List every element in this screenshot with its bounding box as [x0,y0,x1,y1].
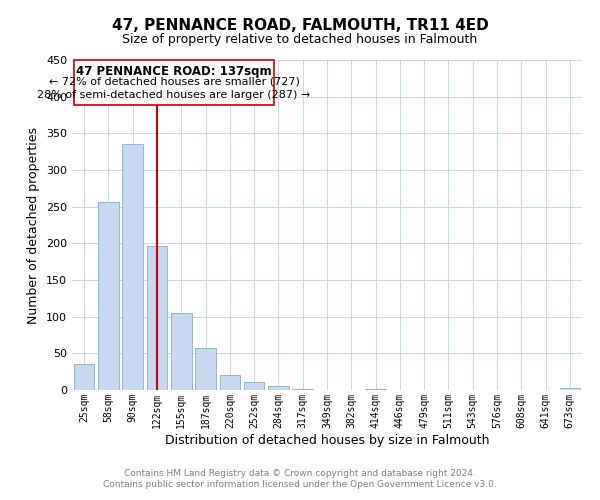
Bar [292,388,313,390]
Bar [220,376,240,390]
Text: Contains HM Land Registry data © Crown copyright and database right 2024.: Contains HM Land Registry data © Crown c… [124,468,476,477]
X-axis label: Distribution of detached houses by size in Falmouth: Distribution of detached houses by size … [165,434,489,446]
FancyBboxPatch shape [74,60,274,106]
Bar [146,246,167,390]
Text: Contains public sector information licensed under the Open Government Licence v3: Contains public sector information licen… [103,480,497,489]
Text: 47 PENNANCE ROAD: 137sqm: 47 PENNANCE ROAD: 137sqm [76,64,272,78]
Text: 28% of semi-detached houses are larger (287) →: 28% of semi-detached houses are larger (… [37,90,311,101]
Bar [560,388,580,390]
Text: ← 72% of detached houses are smaller (727): ← 72% of detached houses are smaller (72… [49,76,299,86]
Bar [365,388,386,390]
Y-axis label: Number of detached properties: Number of detached properties [28,126,40,324]
Bar [122,144,143,390]
Bar [268,386,289,390]
Text: 47, PENNANCE ROAD, FALMOUTH, TR11 4ED: 47, PENNANCE ROAD, FALMOUTH, TR11 4ED [112,18,488,32]
Bar [171,313,191,390]
Bar [74,364,94,390]
Bar [195,348,216,390]
Bar [98,202,119,390]
Text: Size of property relative to detached houses in Falmouth: Size of property relative to detached ho… [122,32,478,46]
Bar [244,382,265,390]
